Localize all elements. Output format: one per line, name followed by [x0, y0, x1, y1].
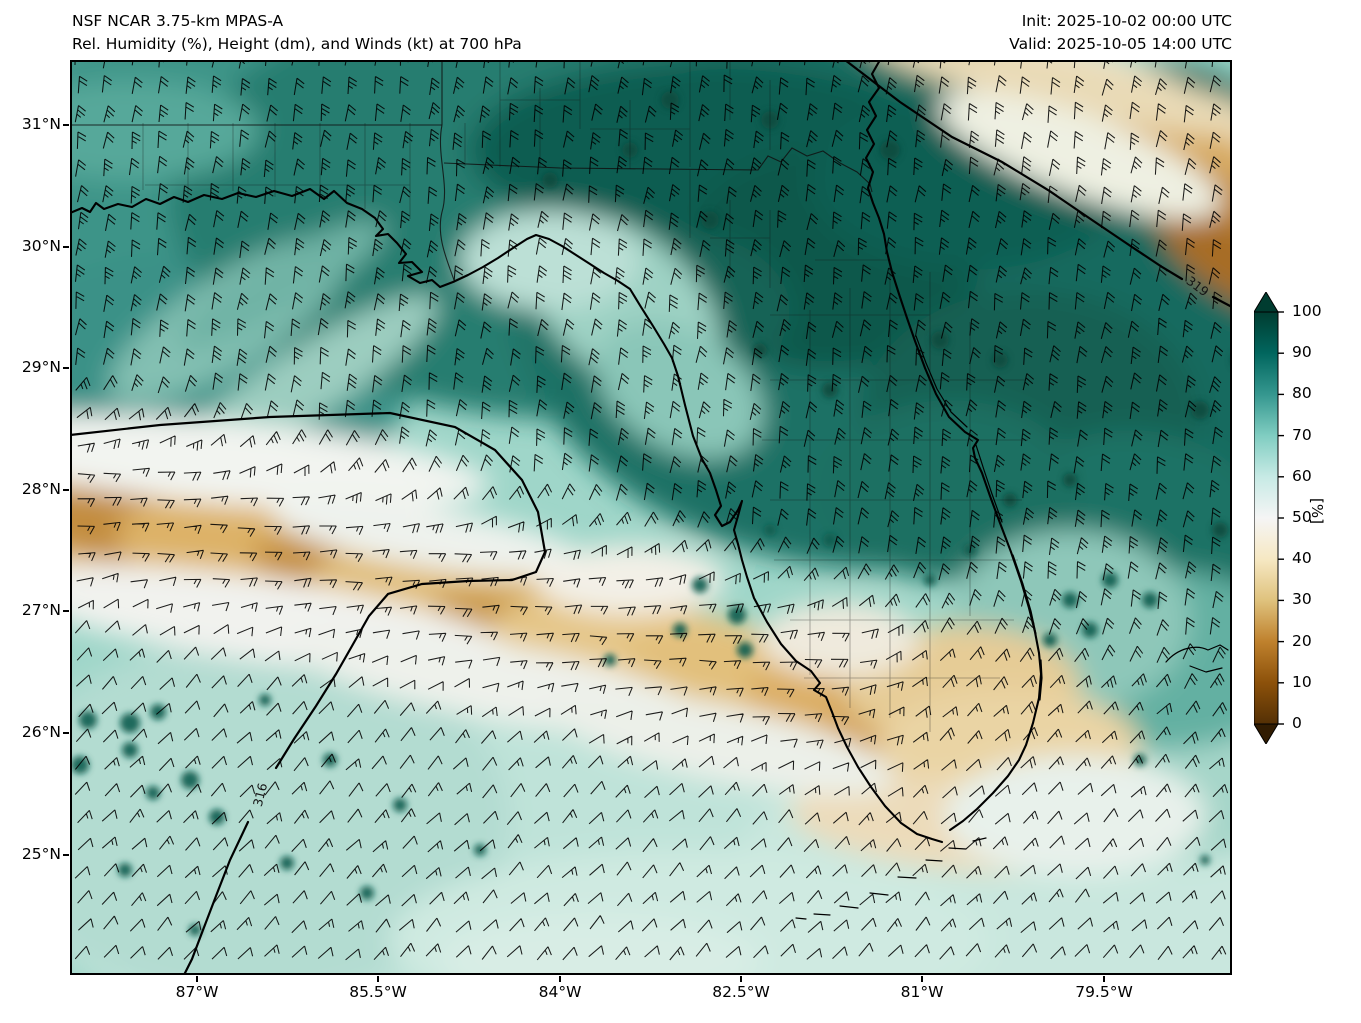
y-tick-label: 27°N	[21, 601, 61, 619]
y-tick-mark	[63, 124, 69, 126]
figure-title-block: NSF NCAR 3.75-km MPAS-A Rel. Humidity (%)…	[72, 10, 522, 55]
y-tick-label: 25°N	[21, 845, 61, 863]
x-tick-mark	[740, 976, 742, 982]
y-tick-label: 30°N	[21, 237, 61, 255]
x-tick-mark	[1103, 976, 1105, 982]
x-tick-mark	[196, 976, 198, 982]
y-tick-mark	[63, 489, 69, 491]
colorbar-tick-label: 70	[1292, 425, 1312, 444]
x-tick-label: 82.5°W	[712, 983, 770, 1001]
county-borders	[142, 60, 1028, 732]
x-tick-mark	[921, 976, 923, 982]
colorbar	[1253, 291, 1288, 748]
run-time-block: Init: 2025-10-02 00:00 UTC Valid: 2025-10…	[1009, 10, 1232, 55]
colorbar-tick-label: 30	[1292, 590, 1312, 609]
model-title: NSF NCAR 3.75-km MPAS-A	[72, 12, 284, 30]
x-tick-label: 79.5°W	[1075, 983, 1133, 1001]
x-tick-label: 85.5°W	[349, 983, 407, 1001]
colorbar-tick-label: 80	[1292, 384, 1312, 403]
init-time: Init: 2025-10-02 00:00 UTC	[1021, 12, 1232, 30]
colorbar-axis-label: [%]	[1308, 498, 1326, 524]
contour-label: 316	[250, 781, 270, 808]
colorbar-tick-label: 0	[1292, 714, 1302, 732]
x-tick-mark	[377, 976, 379, 982]
convective-cells-south	[71, 524, 1210, 936]
y-tick-label: 31°N	[21, 115, 61, 133]
map-frame	[70, 60, 1232, 975]
y-tick-mark	[63, 610, 69, 612]
y-tick-mark	[63, 246, 69, 248]
y-tick-mark	[63, 367, 69, 369]
y-tick-label: 28°N	[21, 480, 61, 498]
colorbar-tick-label: 20	[1292, 631, 1312, 650]
x-tick-label: 87°W	[175, 983, 219, 1001]
colorbar-tick-label: 10	[1292, 672, 1312, 691]
x-tick-mark	[559, 976, 561, 982]
y-tick-mark	[63, 732, 69, 734]
colorbar-svg	[1253, 291, 1284, 745]
convective-cells-north	[542, 91, 1268, 538]
figure-subtitle: Rel. Humidity (%), Height (dm), and Wind…	[72, 34, 522, 53]
y-tick-mark	[63, 854, 69, 856]
colorbar-tick-label: 100	[1292, 302, 1322, 320]
x-tick-label: 84°W	[538, 983, 582, 1001]
y-tick-label: 29°N	[21, 358, 61, 376]
colorbar-tick-label: 40	[1292, 549, 1312, 568]
y-tick-label: 26°N	[21, 723, 61, 741]
x-tick-label: 81°W	[900, 983, 944, 1001]
colorbar-tick-label: 50	[1292, 508, 1312, 526]
colorbar-tick-label: 90	[1292, 343, 1312, 362]
valid-time: Valid: 2025-10-05 14:00 UTC	[1009, 34, 1232, 53]
colorbar-tick-label: 60	[1292, 466, 1312, 485]
